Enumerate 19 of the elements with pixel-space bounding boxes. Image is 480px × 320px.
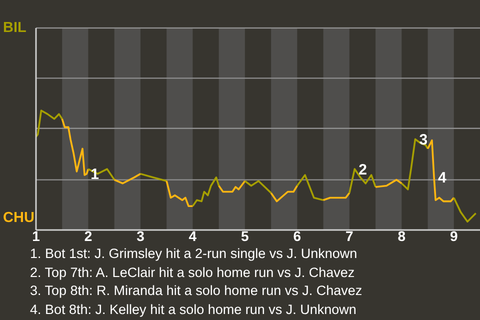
text: 1. Bot 1st: J. Grimsley hit a 2-run single vs J. Unknown [30, 245, 358, 263]
x-tick-label: 5 [241, 228, 250, 244]
text: 4. Bot 8th: J. Kelley hit a solo home run vs J. Unknown [30, 300, 358, 319]
annotation: 1 [90, 166, 100, 184]
x-tick-label: 4 [188, 228, 197, 244]
x-tick-label: 3 [136, 228, 145, 244]
annotation: 4 [438, 170, 448, 187]
x-tick-label: 9 [450, 228, 458, 244]
x-tick-label: 2 [84, 228, 92, 244]
x-tick-label: 8 [398, 228, 406, 244]
annotation: 3 [419, 131, 428, 148]
x-tick-label: 1 [32, 228, 40, 244]
x-tick-label: 6 [293, 228, 302, 244]
x-tick-label: 7 [346, 228, 354, 244]
text: BIL [3, 20, 26, 36]
text: CHU [3, 210, 34, 226]
annotation: 2 [358, 161, 367, 178]
text: 2. Top 7th: A. LeClair hit a solo home run vs J. Chavez [30, 264, 356, 282]
text: 3. Top 8th: R. Miranda hit a solo home run vs J. Chavez [30, 282, 362, 300]
